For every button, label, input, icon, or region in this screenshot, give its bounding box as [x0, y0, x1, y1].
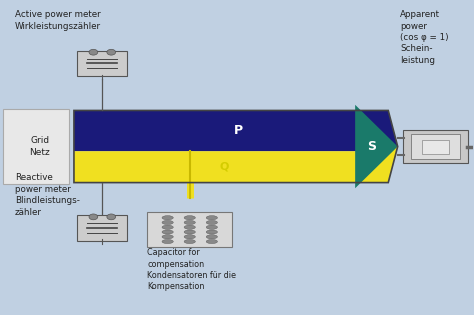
- Ellipse shape: [162, 235, 173, 239]
- Text: Active power meter
Wirkleistungszähler: Active power meter Wirkleistungszähler: [15, 10, 101, 31]
- Ellipse shape: [206, 216, 218, 220]
- Ellipse shape: [184, 235, 195, 239]
- FancyBboxPatch shape: [77, 215, 128, 241]
- Text: S: S: [367, 140, 376, 153]
- Ellipse shape: [162, 220, 173, 225]
- Circle shape: [107, 214, 116, 220]
- Ellipse shape: [206, 239, 218, 243]
- Ellipse shape: [206, 220, 218, 225]
- FancyBboxPatch shape: [403, 130, 468, 163]
- FancyBboxPatch shape: [147, 212, 232, 247]
- Text: Apparent
power
(cos φ = 1)
Schein-
leistung: Apparent power (cos φ = 1) Schein- leist…: [400, 10, 449, 65]
- Ellipse shape: [184, 239, 195, 243]
- Ellipse shape: [162, 230, 173, 234]
- Ellipse shape: [184, 220, 195, 225]
- Ellipse shape: [162, 239, 173, 243]
- Ellipse shape: [162, 225, 173, 229]
- Ellipse shape: [184, 225, 195, 229]
- Polygon shape: [355, 105, 398, 188]
- Polygon shape: [74, 146, 398, 183]
- Circle shape: [89, 214, 98, 220]
- FancyBboxPatch shape: [422, 140, 448, 153]
- Ellipse shape: [206, 235, 218, 239]
- Text: Capacitor for
compensation
Kondensatoren für die
Kompensation: Capacitor for compensation Kondensatoren…: [147, 249, 236, 291]
- Polygon shape: [74, 111, 398, 151]
- Text: Grid
Netz: Grid Netz: [29, 136, 50, 157]
- Ellipse shape: [206, 225, 218, 229]
- Text: Reactive
power meter
Blindleistungs-
zähler: Reactive power meter Blindleistungs- zäh…: [15, 173, 80, 216]
- FancyBboxPatch shape: [410, 135, 460, 159]
- Ellipse shape: [184, 216, 195, 220]
- Text: P: P: [234, 124, 243, 137]
- FancyBboxPatch shape: [77, 51, 128, 76]
- FancyBboxPatch shape: [3, 109, 69, 184]
- Ellipse shape: [162, 216, 173, 220]
- Circle shape: [107, 49, 116, 55]
- Ellipse shape: [206, 230, 218, 234]
- Ellipse shape: [184, 230, 195, 234]
- Circle shape: [89, 49, 98, 55]
- Text: Q: Q: [219, 162, 228, 172]
